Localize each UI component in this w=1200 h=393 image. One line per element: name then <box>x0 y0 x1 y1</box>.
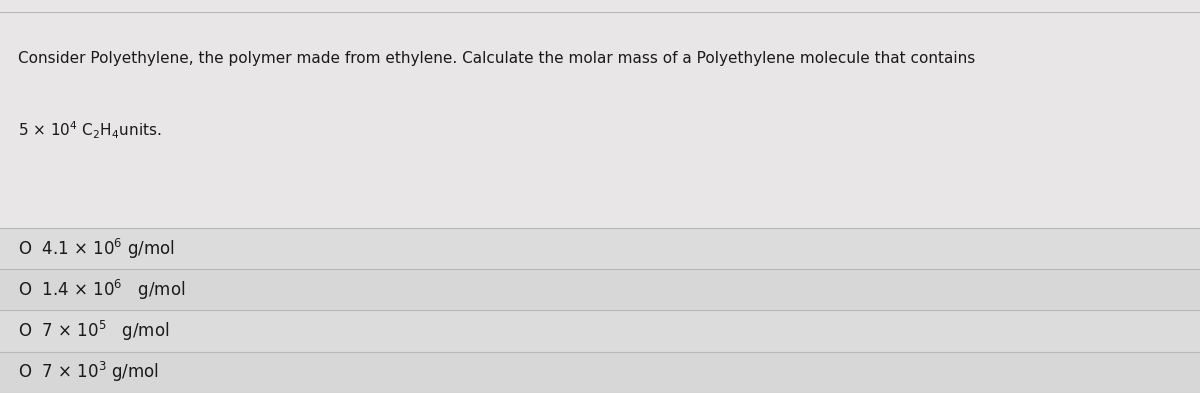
Text: O  7 $\times$ 10$^{3}$ g/mol: O 7 $\times$ 10$^{3}$ g/mol <box>18 360 158 384</box>
Bar <box>0 269 1200 310</box>
Bar <box>0 228 1200 269</box>
Bar <box>0 12 1200 228</box>
Bar <box>0 352 1200 393</box>
Text: O  4.1 $\times$ 10$^{6}$ g/mol: O 4.1 $\times$ 10$^{6}$ g/mol <box>18 237 175 261</box>
Text: Consider Polyethylene, the polymer made from ethylene. Calculate the molar mass : Consider Polyethylene, the polymer made … <box>18 51 976 66</box>
Bar <box>0 310 1200 352</box>
Text: 5 $\times$ 10$^{4}$ C$_{2}$H$_{4}$units.: 5 $\times$ 10$^{4}$ C$_{2}$H$_{4}$units. <box>18 120 162 141</box>
Text: O  7 $\times$ 10$^{5}$   g/mol: O 7 $\times$ 10$^{5}$ g/mol <box>18 319 169 343</box>
Text: O  1.4 $\times$ 10$^{6}$   g/mol: O 1.4 $\times$ 10$^{6}$ g/mol <box>18 278 185 302</box>
